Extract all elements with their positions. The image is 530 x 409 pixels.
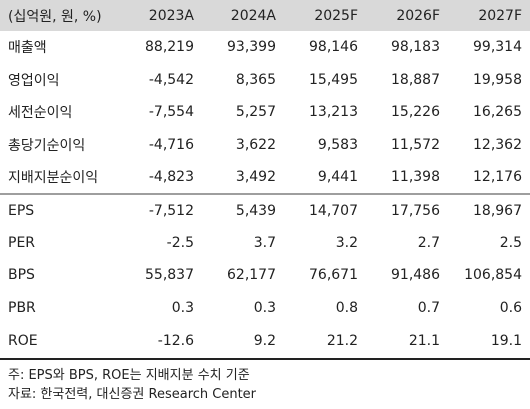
cell-value: 21.1: [408, 332, 440, 349]
cell-value: -7,512: [120, 192, 202, 227]
cell-value: -7,554: [148, 104, 194, 121]
table-notes: 주: EPS와 BPS, ROE는 지배지분 수치 기준 자료: 한국전력, 대…: [8, 366, 256, 404]
cell-value: 19,958: [473, 71, 522, 88]
cell-value: 5,257: [235, 104, 276, 121]
cell-value: 19.1: [490, 332, 522, 349]
cell-value: 18,967: [448, 192, 530, 227]
year-header: 2027F: [478, 7, 522, 24]
row-label: 세전순이익: [8, 105, 73, 122]
cell-value: 88,219: [145, 39, 194, 56]
table-bottom-rule: [0, 358, 530, 360]
cell-value: 14,707: [284, 192, 366, 227]
cell-value: 9,583: [317, 137, 358, 154]
cell-value: 98,146: [309, 39, 358, 56]
cell-value: 8,365: [235, 71, 276, 88]
cell-value: -4,716: [148, 137, 194, 154]
cell-value: 0.3: [253, 300, 276, 317]
cell-value: 98,183: [391, 39, 440, 56]
cell-value: 13,213: [309, 104, 358, 121]
cell-value: -4,542: [148, 71, 194, 88]
cell-value: 9,441: [317, 169, 358, 186]
cell-value: 16,265: [473, 104, 522, 121]
row-label: 매출액: [8, 40, 47, 57]
cell-value: 18,887: [391, 71, 440, 88]
table-row: PER -2.5 3.7 3.2 2.7 2.5: [0, 227, 530, 260]
cell-value: 0.8: [335, 300, 358, 317]
row-label: ROE: [8, 332, 38, 349]
table-row: 세전순이익 -7,554 5,257 13,213 15,226 16,265: [0, 96, 530, 129]
cell-value: 3.2: [335, 234, 358, 251]
cell-value: 93,399: [227, 39, 276, 56]
cell-value: 17,756: [366, 192, 448, 227]
cell-value: 62,177: [227, 267, 276, 284]
cell-value: 0.7: [417, 300, 440, 317]
cell-value: 9.2: [253, 332, 276, 349]
year-header: 2026F: [396, 7, 440, 24]
cell-value: 99,314: [473, 39, 522, 56]
row-label: 지배지분순이익: [8, 170, 99, 187]
year-header: 2024A: [230, 7, 276, 24]
table-row: 영업이익 -4,542 8,365 15,495 18,887 19,958: [0, 64, 530, 97]
cell-value: 76,671: [309, 267, 358, 284]
cell-value: 12,176: [473, 169, 522, 186]
table-row: EPS -7,512 5,439 14,707 17,756 18,967: [0, 192, 530, 227]
financial-summary-table: (십억원, 원, %) 2023A 2024A 2025F 2026F 2027…: [0, 0, 530, 357]
cell-value: 2.7: [417, 234, 440, 251]
cell-value: -2.5: [166, 234, 194, 251]
year-header: 2023A: [148, 7, 194, 24]
table-row: BPS 55,837 62,177 76,671 91,486 106,854: [0, 259, 530, 292]
header-row: (십억원, 원, %) 2023A 2024A 2025F 2026F 2027…: [0, 0, 530, 31]
unit-header: (십억원, 원, %): [8, 8, 102, 25]
cell-value: 21.2: [326, 332, 358, 349]
cell-value: 3.7: [253, 234, 276, 251]
cell-value: 106,854: [464, 267, 522, 284]
table-row: 매출액 88,219 93,399 98,146 98,183 99,314: [0, 31, 530, 64]
cell-value: 3,492: [235, 169, 276, 186]
cell-value: 3,622: [235, 137, 276, 154]
cell-value: 2.5: [499, 234, 522, 251]
table-row: 지배지분순이익 -4,823 3,492 9,441 11,398 12,176: [0, 161, 530, 194]
cell-value: 12,362: [473, 137, 522, 154]
cell-value: 0.6: [499, 300, 522, 317]
row-label: 총당기순이익: [8, 138, 86, 155]
cell-value: 91,486: [391, 267, 440, 284]
cell-value: 15,495: [309, 71, 358, 88]
cell-value: 15,226: [391, 104, 440, 121]
cell-value: 11,572: [391, 137, 440, 154]
note-text: 주: EPS와 BPS, ROE는 지배지분 수치 기준: [8, 368, 250, 383]
row-label: EPS: [0, 192, 120, 227]
row-label: 영업이익: [8, 72, 60, 89]
table-row: ROE -12.6 9.2 21.2 21.1 19.1: [0, 324, 530, 357]
cell-value: 0.3: [171, 300, 194, 317]
year-header: 2025F: [314, 7, 358, 24]
row-label: PER: [8, 234, 36, 251]
table-row: PBR 0.3 0.3 0.8 0.7 0.6: [0, 292, 530, 325]
cell-value: 11,398: [391, 169, 440, 186]
table-row: 총당기순이익 -4,716 3,622 9,583 11,572 12,362: [0, 129, 530, 162]
source-text: 자료: 한국전력, 대신증권 Research Center: [8, 387, 257, 402]
cell-value: 55,837: [145, 267, 194, 284]
row-label: BPS: [8, 267, 35, 284]
cell-value: -12.6: [157, 332, 194, 349]
cell-value: 5,439: [202, 192, 284, 227]
financial-table: (십억원, 원, %) 2023A 2024A 2025F 2026F 2027…: [0, 0, 530, 357]
row-label: PBR: [8, 300, 36, 317]
cell-value: -4,823: [148, 169, 194, 186]
